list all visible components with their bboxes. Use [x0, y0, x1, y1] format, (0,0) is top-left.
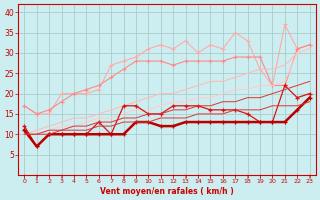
X-axis label: Vent moyen/en rafales ( km/h ): Vent moyen/en rafales ( km/h ): [100, 187, 234, 196]
